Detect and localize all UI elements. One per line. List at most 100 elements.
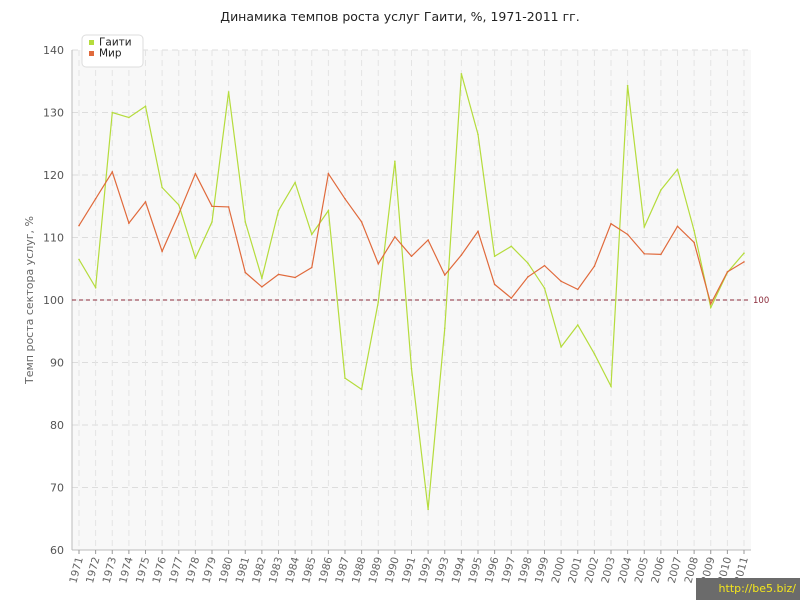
series-2-point	[443, 274, 446, 276]
series-2-point	[460, 254, 463, 256]
series-2-point	[709, 302, 712, 305]
x-tick-label: 1986	[317, 555, 336, 584]
series-2-point	[94, 197, 97, 200]
series-1-point	[643, 226, 646, 228]
series-1-point	[377, 301, 380, 303]
x-tick-label: 1991	[400, 556, 419, 585]
y-tick-label: 100	[43, 294, 64, 307]
series-2-point	[144, 201, 147, 203]
series-1-point	[194, 257, 197, 259]
series-2-point	[610, 222, 612, 225]
x-tick-label: 2002	[583, 556, 602, 585]
site-watermark: http://be5.biz/	[696, 578, 800, 600]
x-tick-label: 1996	[483, 555, 502, 584]
series-1-point	[177, 204, 180, 206]
series-2-point	[327, 172, 330, 175]
series-2-point	[693, 241, 695, 244]
series-2-point	[211, 205, 213, 208]
series-2-point	[344, 197, 346, 200]
x-tick-label: 1971	[67, 556, 86, 585]
series-2-point	[726, 271, 729, 273]
y-axis-title: Темп роста сектора услуг, %	[23, 216, 36, 385]
series-1-point	[443, 327, 446, 329]
series-2-point	[310, 266, 313, 269]
series-2-point	[111, 171, 114, 173]
x-tick-label: 1993	[433, 556, 452, 585]
series-2-point	[244, 271, 247, 274]
y-tick-label: 140	[43, 44, 64, 57]
series-1-point	[626, 84, 629, 87]
series-1-point	[344, 377, 346, 379]
series-1-point	[743, 252, 745, 254]
series-2-point	[576, 288, 579, 291]
y-tick-label: 110	[43, 232, 64, 245]
series-2-point	[394, 236, 396, 238]
series-1-point	[394, 160, 396, 163]
legend-label-2: Мир	[99, 48, 122, 60]
series-1-point	[477, 133, 479, 136]
y-tick-label: 130	[43, 107, 64, 120]
series-1-point	[493, 255, 496, 258]
x-tick-label: 1981	[234, 556, 253, 585]
series-1-point	[211, 221, 213, 223]
series-1-point	[593, 352, 596, 355]
series-2-point	[78, 224, 80, 227]
series-1-point	[693, 229, 695, 232]
chart-title: Динамика темпов роста услуг Гаити, %, 19…	[220, 9, 580, 24]
x-tick-label: 1980	[217, 556, 236, 585]
x-tick-label: 2000	[550, 556, 569, 585]
y-tick-label: 80	[50, 419, 64, 432]
x-tick-label: 1985	[300, 556, 319, 585]
series-1-point	[709, 306, 712, 309]
series-2-point	[277, 273, 280, 276]
x-tick-label: 1992	[417, 556, 436, 585]
x-tick-label: 1984	[284, 555, 303, 584]
series-1-point	[94, 286, 97, 289]
series-2-point	[427, 239, 429, 241]
series-2-point	[360, 221, 363, 223]
y-tick-label: 90	[50, 357, 64, 370]
series-1-point	[111, 111, 114, 114]
series-1-point	[676, 168, 679, 171]
x-tick-label: 1990	[383, 556, 402, 585]
series-2-point	[194, 172, 197, 175]
series-2-point	[527, 276, 529, 278]
series-1-point	[410, 367, 413, 370]
x-tick-label: 1989	[367, 556, 386, 585]
series-1-point	[510, 245, 513, 248]
series-2-point	[161, 250, 163, 253]
x-tick-label: 1979	[200, 556, 219, 585]
legend-swatch-2	[89, 51, 94, 56]
legend-box	[81, 34, 144, 68]
y-tick-label: 60	[50, 544, 64, 557]
series-2-point	[410, 255, 413, 258]
series-1-point	[128, 116, 130, 119]
y-tick-label: 120	[43, 169, 64, 182]
series-2-point	[377, 262, 380, 265]
series-2-point	[177, 212, 180, 215]
x-tick-label: 2006	[649, 555, 668, 584]
series-1-point	[144, 105, 147, 108]
series-2-point	[660, 253, 662, 256]
x-tick-label: 1999	[533, 556, 552, 585]
x-tick-label: 2005	[633, 556, 652, 585]
series-2-point	[227, 206, 230, 208]
x-tick-label: 1995	[466, 556, 485, 585]
series-1-point	[261, 277, 263, 279]
series-1-point	[78, 258, 80, 261]
series-1-point	[610, 385, 612, 388]
x-tick-label: 1975	[134, 556, 153, 585]
series-1-point	[660, 189, 662, 191]
x-tick-label: 1998	[516, 556, 535, 585]
x-tick-label: 1994	[450, 555, 469, 584]
series-1-point	[161, 186, 163, 189]
series-1-point	[460, 72, 463, 75]
series-2-point	[643, 252, 646, 255]
x-tick-label: 2007	[666, 556, 685, 585]
series-2-point	[593, 265, 596, 268]
series-1-point	[427, 508, 429, 511]
x-tick-label: 1973	[101, 556, 120, 585]
x-tick-label: 1988	[350, 556, 369, 585]
series-1-point	[277, 209, 280, 212]
